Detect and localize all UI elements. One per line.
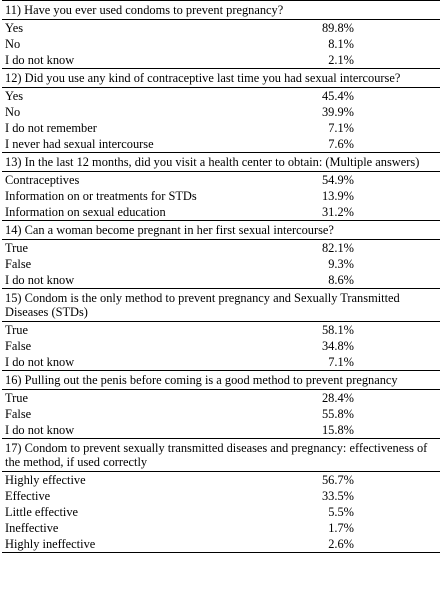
answer-percentage: 33.5% [321, 489, 354, 503]
answer-label: I do not know [5, 53, 75, 67]
answer-row: I do not remember 7.1% [2, 120, 440, 136]
answer-row: I do not know 15.8% [2, 422, 440, 438]
answer-label: Highly effective [5, 473, 86, 487]
answer-row: True 28.4% [2, 390, 440, 406]
answer-row: Ineffective 1.7% [2, 520, 440, 536]
answer-percentage: 31.2% [321, 205, 354, 219]
answer-percentage: 7.6% [328, 137, 354, 151]
answer-label: Ineffective [5, 521, 59, 535]
answer-label: Effective [5, 489, 51, 503]
question-block: 12) Did you use any kind of contraceptiv… [2, 69, 440, 153]
question-text: 17) Condom to prevent sexually transmitt… [2, 439, 440, 472]
answer-label: Information on sexual education [5, 205, 166, 219]
answer-label: Little effective [5, 505, 79, 519]
answer-percentage: 28.4% [321, 391, 354, 405]
answer-percentage: 1.7% [328, 521, 354, 535]
answer-label: Yes [5, 89, 24, 103]
answer-label: Information on or treatments for STDs [5, 189, 197, 203]
answer-row: Highly ineffective 2.6% [2, 536, 440, 552]
question-text: 16) Pulling out the penis before coming … [2, 371, 440, 390]
answer-row: True 82.1% [2, 240, 440, 256]
answer-label: Contraceptives [5, 173, 80, 187]
answer-percentage: 2.6% [328, 537, 354, 551]
answer-label: No [5, 37, 21, 51]
survey-table: 11) Have you ever used condoms to preven… [2, 0, 440, 553]
answer-row: Highly effective 56.7% [2, 472, 440, 488]
answer-percentage: 9.3% [328, 257, 354, 271]
answer-row: No 39.9% [2, 104, 440, 120]
answer-label: No [5, 105, 21, 119]
question-text: 12) Did you use any kind of contraceptiv… [2, 69, 440, 88]
answer-row: Yes 89.8% [2, 20, 440, 36]
question-block: 16) Pulling out the penis before coming … [2, 371, 440, 439]
answer-percentage: 13.9% [321, 189, 354, 203]
answer-percentage: 34.8% [321, 339, 354, 353]
answer-percentage: 15.8% [321, 423, 354, 437]
answer-percentage: 82.1% [321, 241, 354, 255]
answer-label: Yes [5, 21, 24, 35]
answer-label: False [5, 339, 32, 353]
answer-row: I never had sexual intercourse 7.6% [2, 136, 440, 152]
answer-label: False [5, 407, 32, 421]
answer-label: I do not know [5, 273, 75, 287]
answer-percentage: 5.5% [328, 505, 354, 519]
answer-percentage: 54.9% [321, 173, 354, 187]
answer-row: Little effective 5.5% [2, 504, 440, 520]
answer-percentage: 89.8% [321, 21, 354, 35]
answer-row: Information on or treatments for STDs 13.… [2, 188, 440, 204]
answer-row: Effective 33.5% [2, 488, 440, 504]
answer-row: I do not know 8.6% [2, 272, 440, 288]
answer-row: Yes 45.4% [2, 88, 440, 104]
answer-percentage: 45.4% [321, 89, 354, 103]
question-block: 15) Condom is the only method to prevent… [2, 289, 440, 371]
answer-label: True [5, 391, 28, 405]
answer-row: Contraceptives 54.9% [2, 172, 440, 188]
answer-label: I do not know [5, 355, 75, 369]
answer-percentage: 7.1% [328, 355, 354, 369]
answer-row: True 58.1% [2, 322, 440, 338]
answer-row: False 9.3% [2, 256, 440, 272]
answer-row: Information on sexual education 31.2% [2, 204, 440, 220]
answer-percentage: 56.7% [321, 473, 354, 487]
answer-label: True [5, 241, 28, 255]
answer-percentage: 2.1% [328, 53, 354, 67]
answer-percentage: 58.1% [321, 323, 354, 337]
answer-label: I never had sexual intercourse [5, 137, 154, 151]
answer-row: No 8.1% [2, 36, 440, 52]
answer-label: Highly ineffective [5, 537, 96, 551]
answer-label: I do not know [5, 423, 75, 437]
answer-percentage: 55.8% [321, 407, 354, 421]
answer-label: I do not remember [5, 121, 97, 135]
answer-row: I do not know 7.1% [2, 354, 440, 370]
answer-percentage: 8.1% [328, 37, 354, 51]
answer-percentage: 39.9% [321, 105, 354, 119]
answer-label: False [5, 257, 32, 271]
answer-percentage: 7.1% [328, 121, 354, 135]
question-block: 13) In the last 12 months, did you visit… [2, 153, 440, 221]
question-block: 11) Have you ever used condoms to preven… [2, 1, 440, 69]
question-text: 14) Can a woman become pregnant in her f… [2, 221, 440, 240]
answer-row: I do not know 2.1% [2, 52, 440, 68]
answer-row: False 55.8% [2, 406, 440, 422]
question-block: 17) Condom to prevent sexually transmitt… [2, 439, 440, 552]
answer-label: True [5, 323, 28, 337]
question-block: 14) Can a woman become pregnant in her f… [2, 221, 440, 289]
question-text: 15) Condom is the only method to prevent… [2, 289, 440, 322]
answer-row: False 34.8% [2, 338, 440, 354]
question-text: 13) In the last 12 months, did you visit… [2, 153, 440, 172]
answer-percentage: 8.6% [328, 273, 354, 287]
question-text: 11) Have you ever used condoms to preven… [2, 1, 440, 20]
